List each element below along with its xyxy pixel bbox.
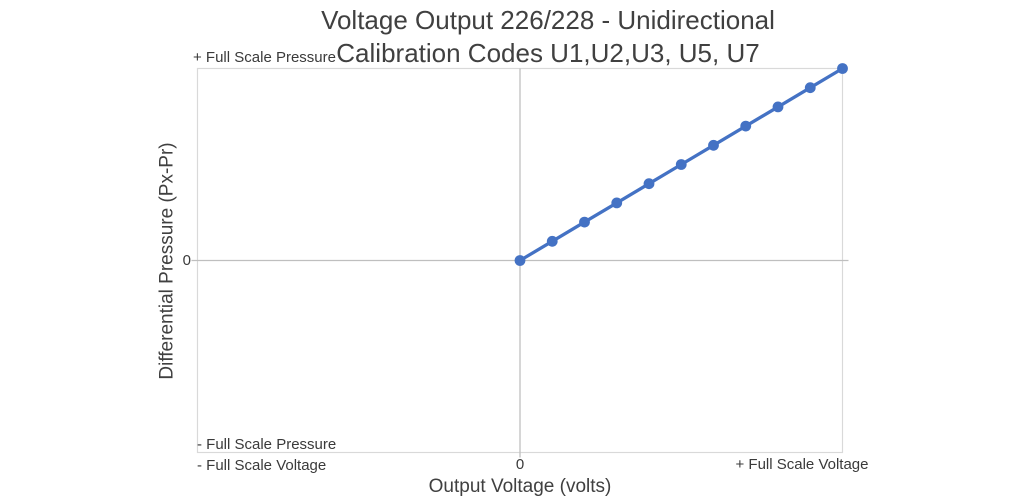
series-marker — [546, 235, 558, 247]
chart-title-line-2: Calibration Codes U1,U2,U3, U5, U7 — [336, 38, 760, 68]
series-marker — [611, 197, 623, 209]
series-marker — [708, 139, 719, 151]
chart-title: Voltage Output 226/228 - Unidirectional … — [197, 4, 899, 70]
x-axis-tick-label-zero: 0 — [515, 456, 525, 473]
series-marker — [579, 216, 590, 228]
y-axis-tick-label-max: + Full Scale Pressure — [193, 49, 336, 66]
x-axis-tick-label-min: - Full Scale Voltage — [197, 457, 327, 474]
y-axis-tick-label-zero: 0 — [182, 252, 191, 269]
series-marker — [675, 159, 687, 170]
series-marker — [740, 120, 752, 132]
y-axis-title: Differential Pressure (Px-Pr) — [156, 142, 178, 380]
series-marker — [772, 101, 784, 113]
series-marker — [643, 178, 655, 190]
series-marker — [837, 63, 848, 74]
chart-title-line-1: Voltage Output 226/228 - Unidirectional — [321, 5, 775, 35]
series-marker — [804, 82, 816, 94]
series-marker — [514, 255, 526, 266]
x-axis-tick-label-max: + Full Scale Voltage — [735, 456, 869, 473]
y-axis-tick-label-min: - Full Scale Pressure — [197, 436, 337, 453]
x-axis-title: Output Voltage (volts) — [428, 476, 612, 497]
